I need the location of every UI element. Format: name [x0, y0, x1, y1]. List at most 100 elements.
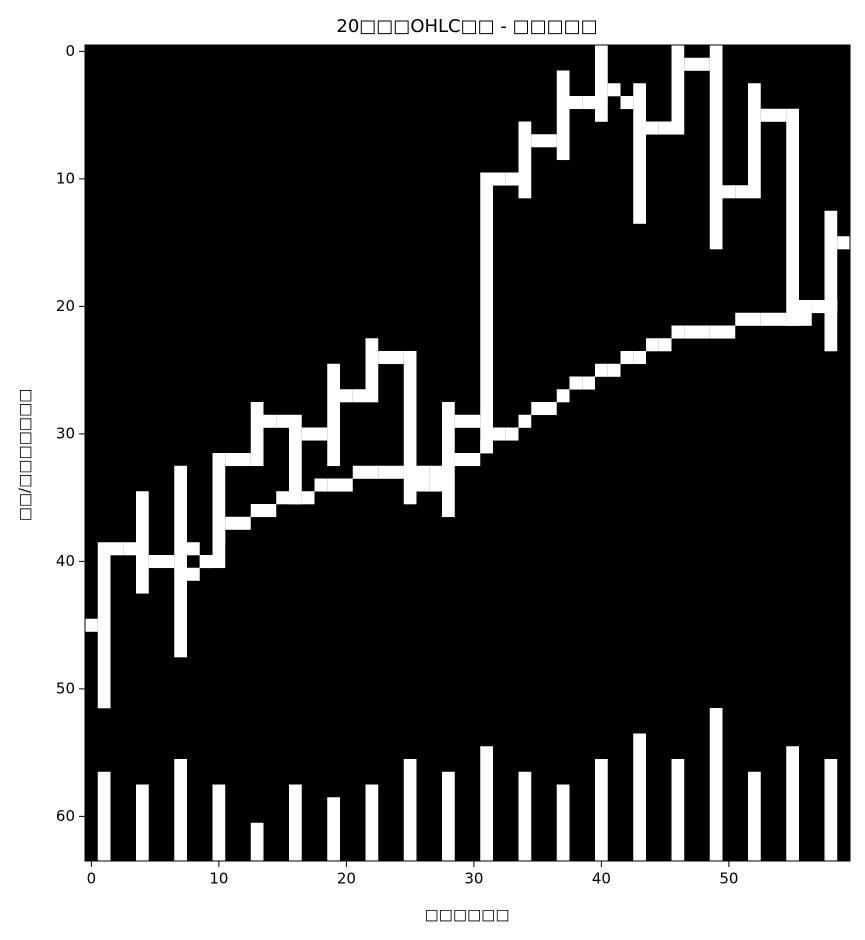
open-tick [735, 185, 748, 199]
close-tick [454, 414, 468, 428]
x-axis-label: □□□□□□ [424, 906, 509, 924]
x-tick-label: 50 [719, 870, 738, 888]
ma-cell [531, 402, 544, 416]
ma-cell [263, 504, 277, 518]
volume-bar [709, 708, 723, 861]
volume-bar [595, 759, 608, 861]
ma-cell [748, 312, 761, 326]
close-tick [607, 83, 621, 97]
close-tick [225, 453, 238, 467]
hl-bar [442, 402, 455, 518]
ma-cell [697, 325, 710, 339]
hl-bar [709, 45, 723, 250]
close-tick [263, 414, 277, 428]
close-tick [760, 108, 774, 122]
open-tick [582, 96, 595, 110]
hl-bar [633, 83, 646, 224]
volume-bar [518, 771, 532, 861]
ma-cell [633, 351, 646, 365]
ma-cell [276, 491, 289, 505]
hl-bar [289, 414, 302, 505]
close-tick [416, 478, 430, 492]
volume-bar [136, 784, 149, 861]
ma-cell [493, 427, 506, 441]
open-tick [429, 478, 442, 492]
open-tick [544, 134, 557, 148]
open-tick [697, 57, 710, 71]
hl-bar [824, 210, 838, 352]
close-tick [837, 236, 850, 250]
ma-cell [582, 376, 595, 390]
close-tick [646, 121, 659, 135]
volume-bar [403, 759, 417, 861]
hl-bar [518, 121, 532, 199]
ma-cell [544, 402, 557, 416]
open-tick [811, 300, 825, 314]
ma-cell [327, 478, 340, 492]
y-tick-label: 0 [65, 42, 75, 60]
plot-frame [84, 44, 851, 862]
ma-cell [722, 325, 736, 339]
hl-bar [365, 338, 379, 403]
y-axis-label: □□/□□□□□□□ [16, 389, 34, 522]
open-tick [773, 108, 787, 122]
volume-bar [480, 746, 493, 861]
ma-cell [314, 478, 328, 492]
volume-bar [633, 733, 646, 861]
open-tick [505, 172, 519, 186]
ma-cell [658, 338, 672, 352]
ma-cell [709, 325, 723, 339]
volume-bar [365, 784, 379, 861]
ma-cell [340, 478, 353, 492]
volume-bar [97, 771, 111, 861]
volume-bar [556, 784, 570, 861]
ma-cell [773, 312, 787, 326]
close-tick [340, 389, 353, 403]
close-tick [110, 542, 124, 556]
ma-cell [518, 414, 532, 428]
ma-cell [352, 465, 366, 479]
hl-bar [212, 453, 226, 569]
y-tick-label: 10 [56, 169, 75, 187]
x-tick-label: 30 [464, 870, 483, 888]
volume-bar [174, 759, 187, 861]
open-tick [85, 618, 98, 632]
volume-bar [786, 746, 799, 861]
hl-bar [136, 491, 149, 594]
ma-cell [301, 491, 315, 505]
open-tick [352, 389, 366, 403]
y-tick-label: 40 [56, 552, 75, 570]
x-tick-label: 0 [87, 870, 97, 888]
close-tick [569, 96, 583, 110]
open-tick [467, 414, 481, 428]
ma-cell [238, 516, 251, 530]
open-tick [238, 453, 251, 467]
close-tick [531, 134, 544, 148]
volume-bar [289, 784, 302, 861]
ma-cell [467, 453, 481, 467]
volume-bar [824, 759, 838, 861]
ma-cell [620, 351, 634, 365]
ma-cell [684, 325, 697, 339]
open-tick [658, 121, 672, 135]
ma-cell [378, 465, 391, 479]
open-tick [620, 96, 634, 110]
hl-bar [671, 45, 685, 135]
hl-bar [748, 83, 761, 199]
open-tick [199, 555, 213, 569]
ma-cell [595, 363, 608, 377]
ma-cell [607, 363, 621, 377]
hl-bar [250, 402, 264, 467]
close-tick [722, 185, 736, 199]
volume-bar [748, 771, 761, 861]
ma-cell [225, 516, 238, 530]
ma-cell [250, 504, 264, 518]
ma-cell [505, 427, 519, 441]
ma-cell [365, 465, 379, 479]
open-tick [123, 542, 136, 556]
close-tick [301, 427, 315, 441]
volume-bar [327, 797, 340, 861]
hl-bar [556, 70, 570, 161]
chart-title: 20□□□OHLC□□ - □□□□□ [336, 16, 597, 37]
